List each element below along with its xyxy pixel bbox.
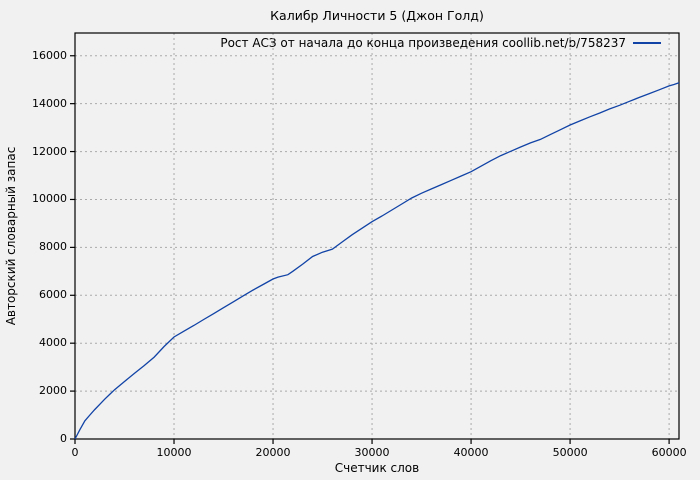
x-tick-label: 20000 — [255, 446, 291, 459]
y-tick-label: 10000 — [32, 192, 67, 206]
y-tick-label: 8000 — [39, 240, 67, 254]
plot-border — [74, 32, 680, 440]
x-tick-label: 50000 — [552, 446, 588, 459]
y-tick-label: 0 — [60, 432, 67, 445]
x-tick-label: 10000 — [156, 446, 192, 459]
x-tick-label: 40000 — [453, 446, 489, 459]
series-line — [74, 82, 680, 440]
x-tick-label: 0 — [71, 446, 79, 459]
x-axis-label: Счетчик слов — [334, 461, 420, 475]
legend-line-sample — [633, 42, 661, 44]
chart-title: Калибр Личности 5 (Джон Голд) — [270, 8, 484, 23]
x-tick-label: 30000 — [354, 446, 390, 459]
legend-label: Рост АСЗ от начала до конца произведения… — [220, 36, 626, 50]
x-tick-label: 60000 — [651, 446, 687, 459]
y-tick-label: 12000 — [32, 144, 67, 158]
y-tick-label: 2000 — [39, 384, 67, 398]
y-tick-label: 4000 — [39, 336, 67, 350]
legend: Рост АСЗ от начала до конца произведения… — [220, 36, 661, 50]
y-tick-label: 16000 — [32, 48, 67, 62]
y-tick-label: 6000 — [39, 288, 67, 302]
y-tick-label: 14000 — [32, 96, 67, 110]
